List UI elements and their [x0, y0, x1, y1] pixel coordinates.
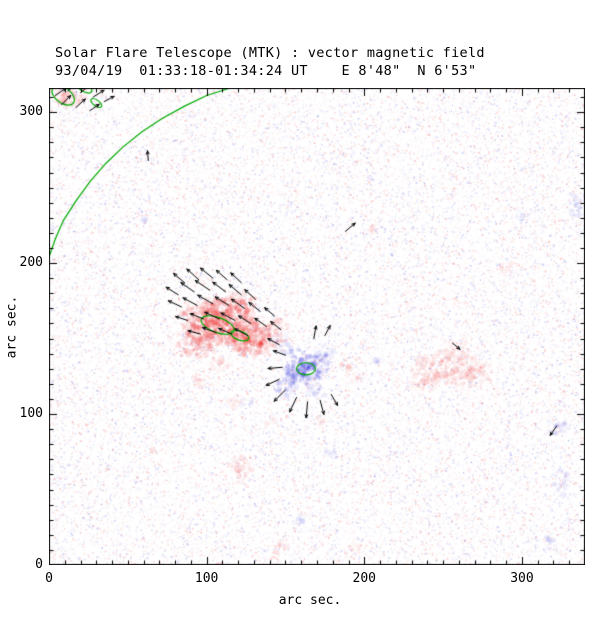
y-tick-label: 200	[19, 255, 43, 271]
x-axis-label: arc sec.	[278, 593, 342, 608]
y-tick-label: 300	[19, 104, 43, 120]
y-axis-label: arc sec.	[4, 295, 20, 359]
figure-subtitle: 93/04/19 01:33:18-01:34:24 UT E 8'48" N …	[55, 63, 477, 79]
x-tick-label: 100	[194, 571, 219, 586]
x-tick-label: 200	[352, 571, 377, 586]
figure-title: Solar Flare Telescope (MTK) : vector mag…	[55, 45, 485, 61]
x-tick-label: 0	[45, 571, 53, 586]
y-tick-label: 100	[19, 406, 43, 422]
x-tick-label: 300	[510, 571, 534, 586]
magnetogram-canvas	[49, 88, 585, 565]
y-tick-label: 0	[35, 557, 43, 572]
